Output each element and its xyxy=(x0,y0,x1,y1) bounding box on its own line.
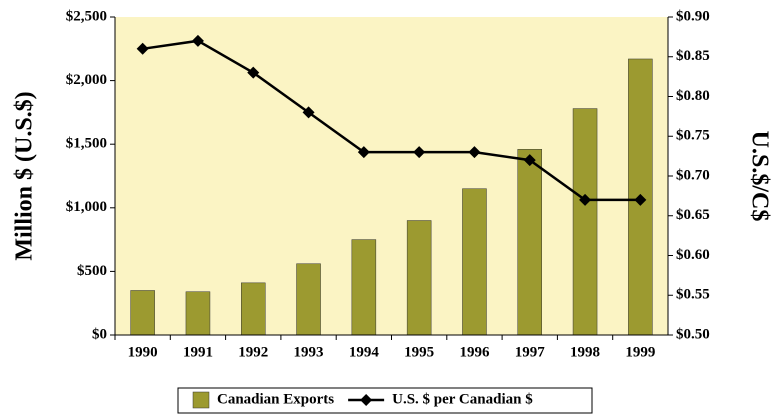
legend-label: Canadian Exports xyxy=(217,391,334,407)
x-tick-label: 1990 xyxy=(128,344,158,360)
x-tick-label: 1996 xyxy=(459,344,490,360)
legend-box xyxy=(177,387,593,414)
bar xyxy=(130,290,155,336)
marker xyxy=(247,66,260,79)
y2-tick-label: $0.85 xyxy=(676,48,710,64)
y2-tick-label: $0.70 xyxy=(676,167,710,183)
y-tick-label: $2,500 xyxy=(66,8,107,24)
marker xyxy=(523,154,536,167)
line xyxy=(142,39,641,202)
x-tick-label: 1995 xyxy=(404,344,434,360)
marker xyxy=(357,146,370,159)
y2-tick-label: $0.65 xyxy=(676,207,710,223)
marker xyxy=(413,146,426,159)
y2-axis-title: U.S.$/C$ xyxy=(746,131,772,222)
x-tick-label: 1993 xyxy=(294,344,324,360)
legend-marker xyxy=(360,394,373,406)
x-tick-label: 1994 xyxy=(349,344,380,360)
bar xyxy=(241,282,266,336)
y2-tick-label: $0.55 xyxy=(676,287,710,303)
bar xyxy=(185,291,211,336)
marker xyxy=(468,146,481,159)
x-tick-label: 1997 xyxy=(515,344,546,360)
y-tick-label: $0 xyxy=(92,326,107,342)
marker xyxy=(579,193,592,206)
y2-tick-label: $0.50 xyxy=(676,326,710,342)
bar xyxy=(517,149,542,336)
y2-tick-label: $0.75 xyxy=(676,128,710,144)
y2-tick-label: $0.60 xyxy=(676,247,710,263)
y-tick-label: $1,000 xyxy=(66,199,107,215)
x-tick-label: 1998 xyxy=(570,344,600,360)
marker xyxy=(634,193,647,206)
y-axis-title: Million $ (U.S.$) xyxy=(12,91,38,260)
x-tick-label: 1991 xyxy=(183,344,213,360)
x-tick-label: 1992 xyxy=(238,344,268,360)
y2-tick-label: $0.90 xyxy=(676,8,710,24)
legend-label: U.S. $ per Canadian $ xyxy=(392,391,533,407)
marker xyxy=(302,106,315,119)
bar xyxy=(462,188,487,336)
bar xyxy=(351,239,377,336)
axes xyxy=(114,17,669,336)
legend-swatch xyxy=(192,391,210,409)
y-tick-label: $2,000 xyxy=(66,72,107,88)
y-tick-label: $1,500 xyxy=(66,136,107,152)
bar xyxy=(406,220,432,336)
y-tick-label: $500 xyxy=(77,263,107,279)
y2-tick-label: $0.80 xyxy=(676,88,710,104)
marker xyxy=(136,42,149,55)
bar xyxy=(296,263,321,336)
bar xyxy=(572,108,598,336)
x-tick-label: 1999 xyxy=(625,344,655,360)
marker xyxy=(191,34,204,47)
